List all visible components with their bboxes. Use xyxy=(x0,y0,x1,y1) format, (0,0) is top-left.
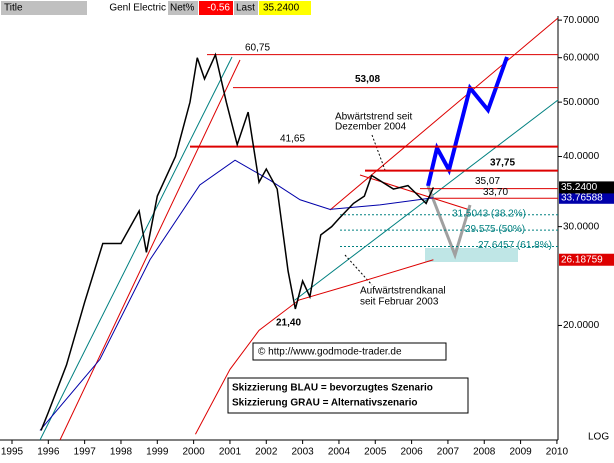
last-value-box xyxy=(559,253,614,266)
last-value-label: 33.76588 xyxy=(561,192,603,203)
level-label: 60,75 xyxy=(245,42,270,53)
last-value-box xyxy=(559,191,614,204)
scenario-blue xyxy=(426,56,509,187)
fib-label: 27.6457 (61.8%) xyxy=(478,240,552,251)
legend-box xyxy=(227,377,469,414)
y-tick-label: 60.0000 xyxy=(563,52,600,63)
last-value: 35.2400 xyxy=(263,3,300,14)
copyright-box xyxy=(252,342,447,361)
scenario-note: Skizzierung BLAU = bevorzugtes Szenario xyxy=(232,383,433,394)
x-tick-label: 2005 xyxy=(364,447,387,458)
x-tick-label: 1998 xyxy=(110,447,133,458)
low-label: 21,40 xyxy=(276,318,301,329)
last-value-box xyxy=(559,181,614,194)
series-line xyxy=(40,52,435,431)
y-tick-label: 20.0000 xyxy=(563,320,600,331)
series-line xyxy=(195,259,434,435)
y-tick-label: 50.0000 xyxy=(563,97,600,108)
net-label: Net% xyxy=(170,3,195,14)
stock-name: Genl Electric xyxy=(109,3,166,14)
target-zone xyxy=(425,248,518,262)
trend-line xyxy=(59,59,241,441)
x-tick-label: 1996 xyxy=(37,447,60,458)
x-tick-label: 2004 xyxy=(328,447,351,458)
x-tick-label: 2009 xyxy=(509,447,532,458)
fib-label: 29.575 (50%) xyxy=(465,224,525,235)
x-tick-label: 2008 xyxy=(473,447,496,458)
scenario-note: Skizzierung GRAU = Alternativszenario xyxy=(232,398,418,409)
x-tick-label: 1999 xyxy=(146,447,169,458)
x-tick-label: 2006 xyxy=(400,447,423,458)
level-label: 37,75 xyxy=(490,157,515,168)
last-value-box xyxy=(259,1,311,15)
annotation: Aufwärtstrendkanal xyxy=(360,286,446,297)
net-box xyxy=(168,1,198,15)
net-value: -0.56 xyxy=(207,3,230,14)
last-value-label: 26.18759 xyxy=(561,254,603,265)
scale-label: LOG xyxy=(588,432,609,443)
channel-line xyxy=(294,99,559,301)
x-tick-label: 2002 xyxy=(255,447,278,458)
y-tick-label: 30.0000 xyxy=(563,221,600,232)
title-label: Title xyxy=(4,3,23,14)
copyright: © http://www.godmode-trader.de xyxy=(258,347,402,358)
y-tick-label: 40.0000 xyxy=(563,151,600,162)
level-label: 33,70 xyxy=(483,187,508,198)
level-label: 41,65 xyxy=(280,133,305,144)
x-tick-label: 2003 xyxy=(291,447,314,458)
fib-label: 31.5043 (38.2%) xyxy=(452,208,526,219)
level-label: 53,08 xyxy=(355,74,380,85)
x-tick-label: 2000 xyxy=(183,447,206,458)
series-line xyxy=(39,159,434,431)
scenario-gray xyxy=(426,185,472,260)
x-tick-label: 2001 xyxy=(219,447,242,458)
x-tick-label: 2007 xyxy=(437,447,460,458)
last-box xyxy=(234,1,258,15)
last-label: Last xyxy=(236,3,255,14)
annotation: seit Februar 2003 xyxy=(360,297,439,308)
y-tick-label: 70.0000 xyxy=(563,15,600,26)
annotation: Dezember 2004 xyxy=(335,122,407,133)
last-value-label: 35.2400 xyxy=(561,182,598,193)
net-value-box xyxy=(199,1,233,15)
annotation: Abwärtstrend seit xyxy=(335,112,412,123)
x-tick-label: 1995 xyxy=(1,447,24,458)
x-tick-label: 1997 xyxy=(74,447,97,458)
x-tick-label: 2010 xyxy=(546,447,569,458)
trend-line xyxy=(39,56,233,441)
level-label: 35,07 xyxy=(475,176,500,187)
title-box xyxy=(1,1,87,15)
